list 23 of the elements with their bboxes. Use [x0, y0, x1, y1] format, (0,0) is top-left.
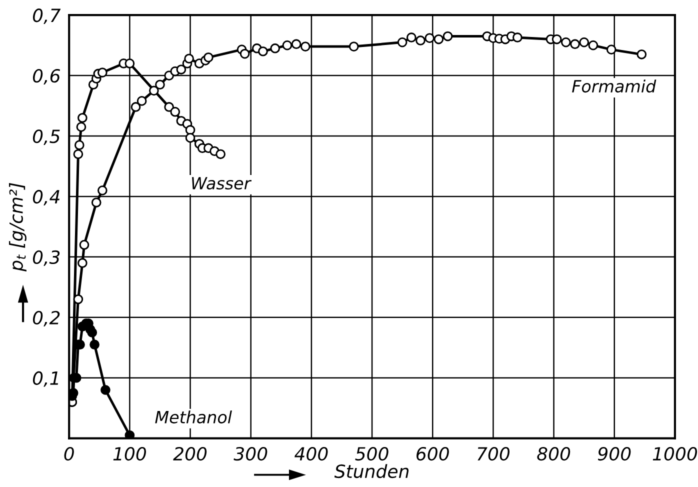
x-tick-label: 1000 [652, 446, 698, 461]
series-label: Wasser [192, 177, 252, 190]
y-tick-label: 0,1 [32, 371, 58, 387]
x-tick-label: 0 [64, 446, 74, 461]
x-tick-label: 400 [294, 446, 328, 461]
x-tick-label: 500 [355, 446, 388, 461]
x-tick-label: 300 [234, 446, 268, 461]
y-tick-label: 0,3 [32, 250, 60, 266]
x-tick-label: 800 [537, 446, 570, 461]
series-label: Methanol [155, 410, 232, 424]
x-tick-label: 700 [478, 446, 510, 461]
x-axis-title: Stunden [334, 464, 409, 478]
x-tick-label: 100 [113, 446, 146, 461]
y-tick-label: 0,5 [32, 129, 60, 145]
x-tick-label: 900 [598, 446, 631, 461]
y-tick-label: 0,6 [32, 69, 60, 85]
y-tick-label: 0,7 [32, 8, 61, 24]
y-axis-title: p$_{t}$ [g/cm²] [8, 183, 26, 272]
series-label: Formamid [572, 80, 656, 93]
y-tick-label: 0,4 [32, 190, 60, 206]
y-tick-label: 0,2 [32, 310, 60, 326]
x-tick-label: 600 [416, 446, 449, 461]
x-tick-label: 200 [173, 446, 207, 461]
